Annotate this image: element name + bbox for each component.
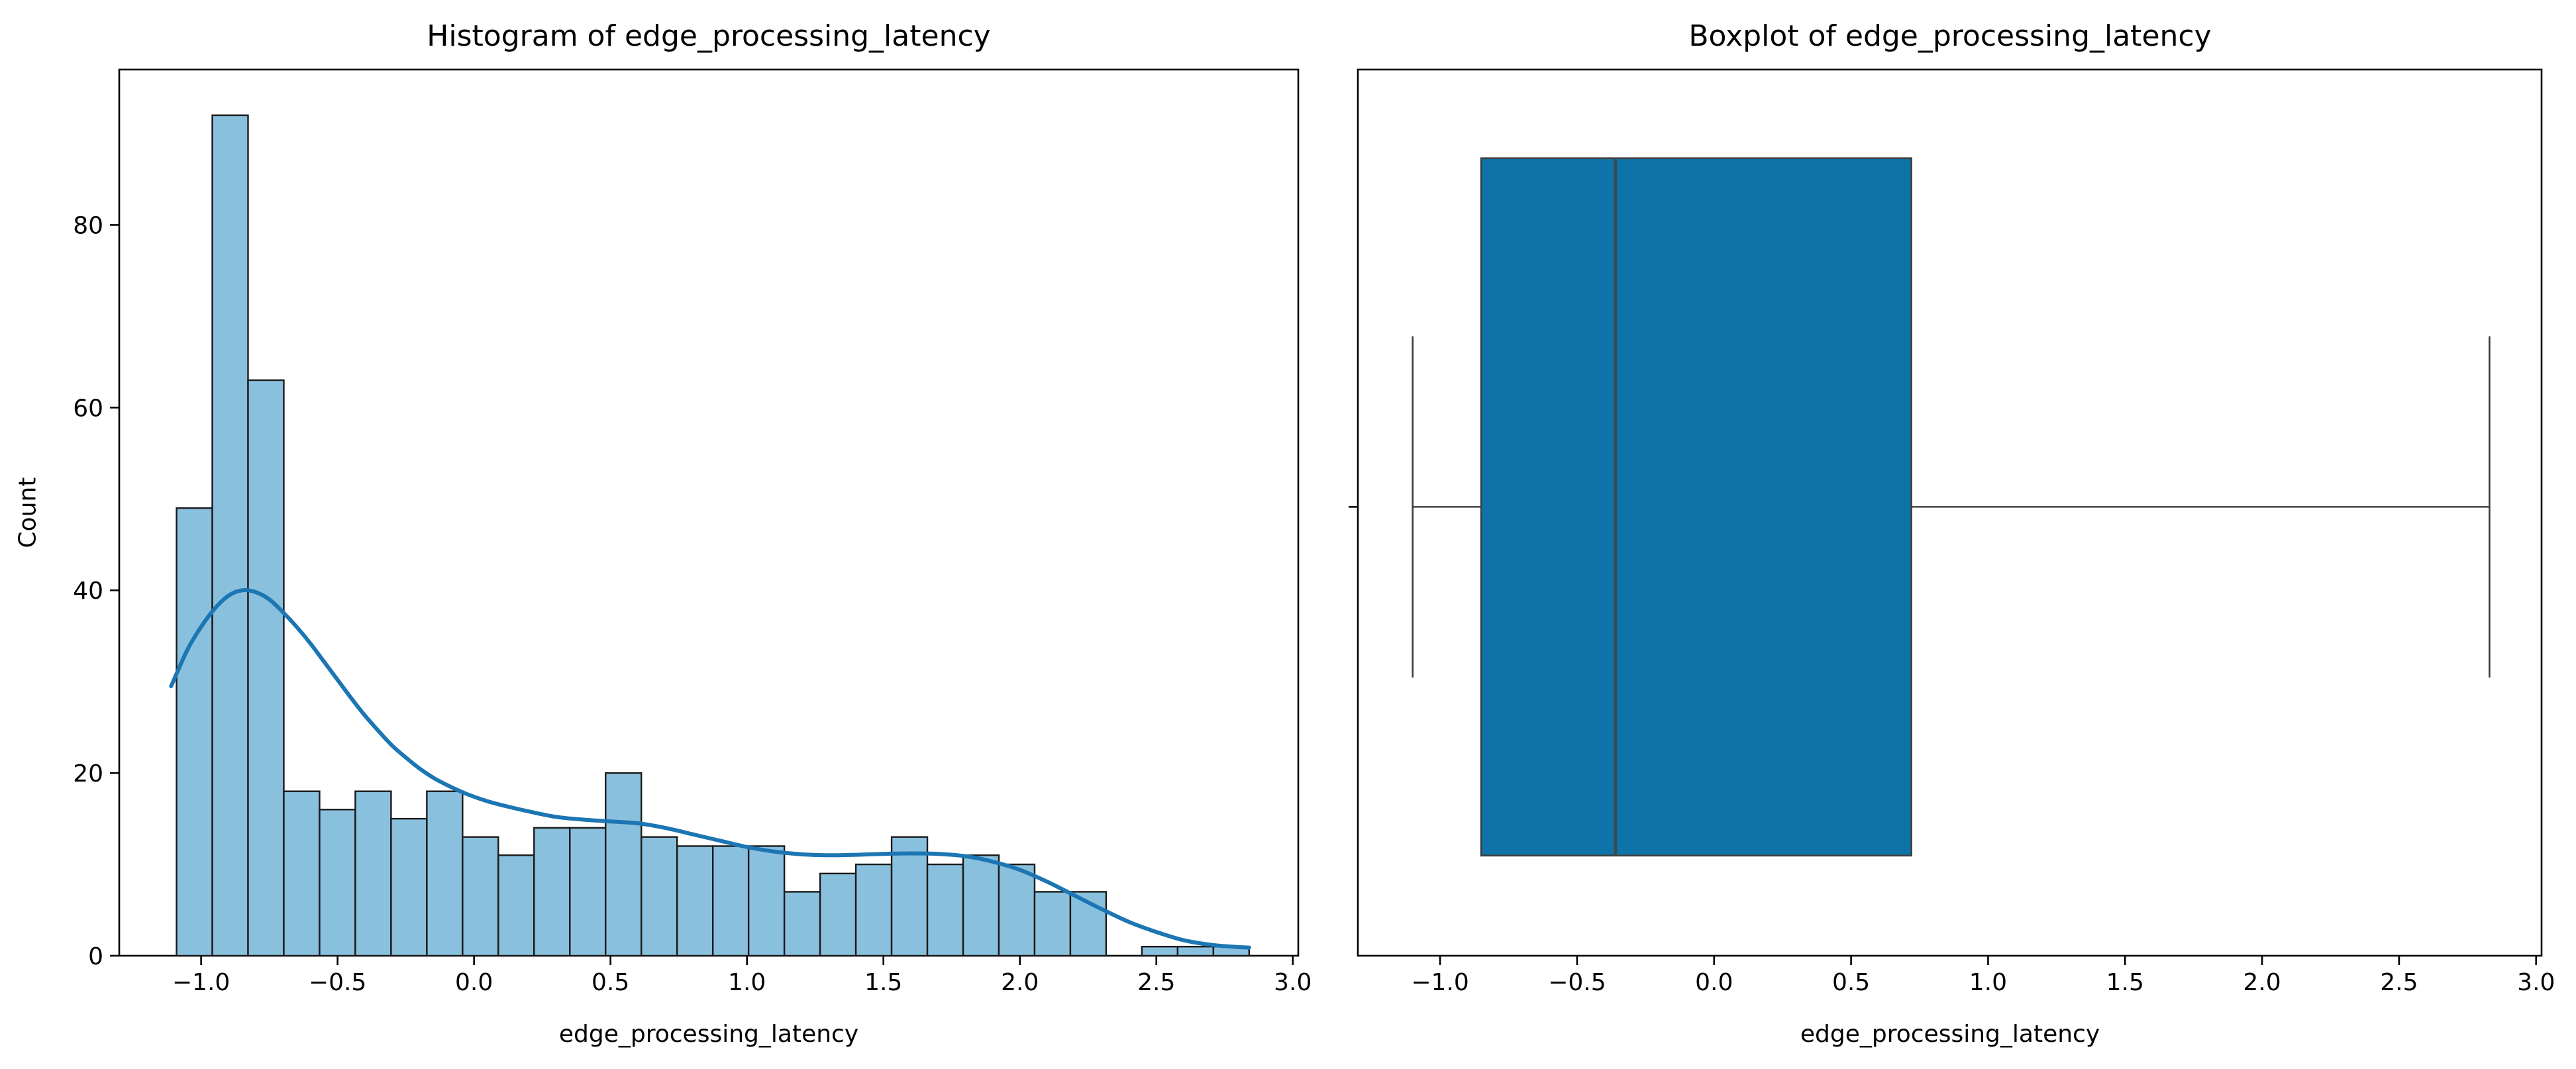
histogram-y-tick-label: 60 (73, 395, 103, 422)
histogram-x-tick-label: 1.5 (864, 969, 902, 996)
histogram-xlabel: edge_processing_latency (558, 1021, 859, 1048)
histogram-x-tick-label: 0.5 (592, 969, 629, 996)
histogram-x-tick-label: 0.0 (455, 969, 493, 996)
boxplot-x-tick-label: 1.5 (2106, 969, 2144, 996)
histogram-y-tick-label: 80 (73, 212, 103, 239)
histogram-bar (283, 790, 321, 957)
histogram-bar (605, 772, 643, 957)
histogram-x-tick-label: 2.0 (1001, 969, 1039, 996)
histogram-bar (390, 817, 428, 957)
histogram-x-tick-label: 3.0 (1274, 969, 1312, 996)
histogram-bar (211, 114, 249, 957)
boxplot-x-tick-label: 3.0 (2517, 969, 2555, 996)
histogram-bar (890, 836, 929, 957)
boxplot-x-tick-label: −1.0 (1411, 969, 1468, 996)
histogram-bar (1176, 946, 1215, 957)
iqr-box (1480, 157, 1912, 857)
boxplot-xlabel: edge_processing_latency (1800, 1021, 2100, 1048)
histogram-bar (962, 854, 1000, 957)
histogram-bar (533, 827, 571, 957)
boxplot-title: Boxplot of edge_processing_latency (1688, 19, 2212, 53)
histogram-x-tick-label: −1.0 (172, 969, 230, 996)
histogram-y-tick-label: 40 (73, 578, 103, 605)
histogram-bar (569, 827, 607, 957)
boxplot-x-tick-label: 2.5 (2380, 969, 2418, 996)
axes-frame (1357, 68, 2543, 957)
histogram-title: Histogram of edge_processing_latency (427, 19, 991, 53)
histogram-bar (247, 379, 285, 957)
histogram-x-tick-label: 2.5 (1137, 969, 1175, 996)
boxplot-x-tick-label: 0.0 (1695, 969, 1733, 996)
histogram-bar (783, 891, 821, 957)
histogram-bar (354, 790, 392, 957)
histogram-bar (426, 790, 464, 957)
boxplot-x-tick-label: −0.5 (1548, 969, 1606, 996)
histogram-bar (176, 507, 213, 957)
histogram-bar (319, 809, 356, 957)
histogram-bar (819, 872, 857, 957)
boxplot-x-tick-label: 1.0 (1969, 969, 2007, 996)
histogram-bar (926, 863, 964, 957)
histogram-bar (998, 863, 1036, 957)
boxplot-x-tick-label: 0.5 (1832, 969, 1870, 996)
histogram-bar (854, 863, 893, 957)
boxplot-x-tick-label: 2.0 (2243, 969, 2281, 996)
histogram-bar (711, 845, 750, 957)
histogram-x-tick-label: −0.5 (309, 969, 366, 996)
kde-curve (169, 587, 1251, 950)
histogram-bar (462, 836, 499, 957)
histogram-bar (1141, 946, 1179, 957)
histogram-bar (497, 854, 535, 957)
histogram-bar (1033, 891, 1072, 957)
histogram-ylabel: Count (14, 477, 42, 548)
histogram-y-tick-label: 20 (73, 760, 103, 788)
histogram-bar (641, 836, 678, 957)
histogram-x-tick-label: 1.0 (728, 969, 766, 996)
histogram-bar (676, 845, 714, 957)
histogram-bar (747, 845, 786, 957)
histogram-y-tick-label: 0 (88, 943, 103, 970)
